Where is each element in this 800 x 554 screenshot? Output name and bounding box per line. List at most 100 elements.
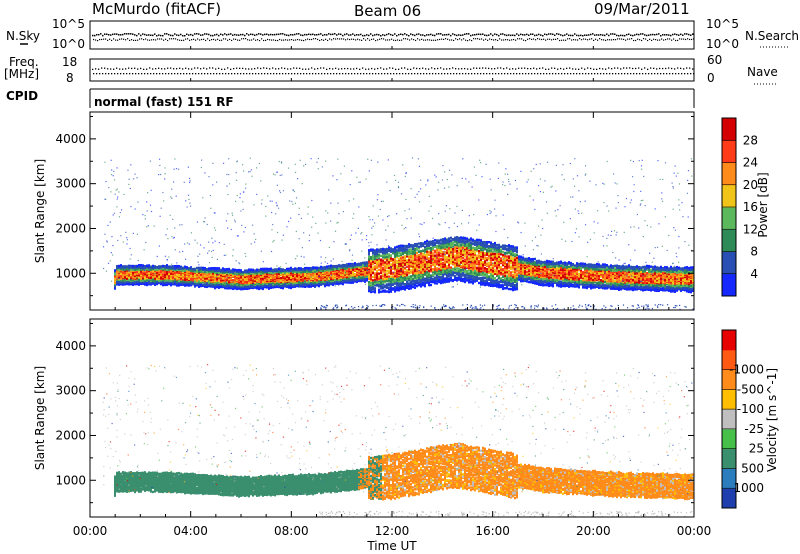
data-cell: [194, 279, 196, 282]
data-cell: [274, 285, 276, 289]
noise-sky-point: [556, 33, 558, 35]
data-cell: [182, 273, 184, 277]
noise-sky-point: [218, 34, 220, 37]
data-cell: [302, 267, 304, 271]
noise-search-point: [647, 39, 649, 42]
noise-search-point: [337, 38, 339, 40]
noise-search-point: [687, 38, 689, 40]
nave-point: [456, 73, 458, 75]
data-cell: [214, 284, 216, 287]
noise-search-point: [179, 39, 181, 41]
freq-point: [398, 68, 400, 70]
noise-sky-point: [672, 33, 674, 36]
freq-point: [416, 67, 418, 70]
noise-search-point: [227, 39, 229, 41]
freq-point: [503, 68, 505, 70]
freq-point: [248, 68, 250, 70]
data-cell: [122, 267, 124, 271]
noise-sky-point: [236, 34, 238, 36]
data-cell: [142, 276, 144, 280]
noise-sky-point: [130, 33, 132, 35]
nave-point: [378, 73, 380, 75]
freq-point: [566, 67, 568, 70]
noise-sky-point: [246, 33, 248, 35]
noise-sky-point: [318, 33, 320, 36]
data-cell: [362, 261, 364, 265]
nave-point: [489, 73, 491, 75]
data-cell: [282, 268, 284, 271]
data-cell: [246, 278, 248, 282]
noise-search-point: [97, 39, 99, 42]
freq-point: [284, 67, 286, 70]
data-cell: [194, 271, 196, 275]
freq-point: [296, 67, 298, 69]
data-cell: [210, 281, 212, 285]
data-cell: [318, 270, 320, 274]
nave-point: [330, 73, 332, 75]
freq-point: [353, 68, 355, 70]
noise-search-point: [417, 38, 419, 40]
noise-sky-point: [334, 33, 336, 35]
noise-search-point: [611, 39, 613, 41]
nave-point: [105, 73, 107, 75]
data-cell: [130, 265, 132, 269]
data-cell: [252, 270, 254, 273]
data-cell: [314, 275, 316, 278]
noise-search-point: [181, 39, 183, 42]
data-cell: [198, 283, 200, 286]
freq-point: [164, 68, 166, 70]
noise-sky-point: [534, 34, 536, 37]
nave-point: [537, 73, 539, 75]
noise-search-point: [571, 39, 573, 41]
data-cell: [368, 260, 370, 263]
data-cell: [288, 285, 290, 288]
data-cell: [226, 268, 228, 271]
data-cell: [250, 270, 252, 273]
noise-search-label: N.Search: [745, 29, 799, 43]
noise-search-point: [257, 39, 259, 41]
noise-sky-point: [184, 34, 186, 37]
data-cell: [306, 280, 308, 284]
noise-sky-point: [342, 34, 344, 37]
data-cell: [230, 285, 232, 288]
noise-search-point: [397, 39, 399, 41]
data-cell: [132, 266, 134, 270]
noise-search-point: [389, 39, 391, 41]
noise-search-point: [473, 38, 475, 40]
data-cell: [208, 267, 210, 270]
data-cell: [116, 274, 118, 277]
data-cell: [334, 269, 336, 273]
nave-point: [435, 73, 437, 75]
data-cell: [256, 271, 258, 274]
noise-sky-point: [114, 33, 116, 35]
data-cell: [204, 270, 206, 274]
data-cell: [274, 272, 276, 275]
noise-sky-point: [308, 33, 310, 36]
noise-search-point: [597, 39, 599, 41]
noise-search-point: [173, 38, 175, 40]
data-cell: [206, 267, 208, 271]
freq-point: [659, 67, 661, 70]
data-cell: [164, 276, 166, 280]
noise-search-point: [307, 38, 309, 40]
noise-sky-point: [490, 33, 492, 35]
noise-search-point: [553, 38, 555, 40]
noise-search-point: [607, 39, 609, 41]
cpid-label: CPID: [6, 89, 38, 103]
data-cell: [204, 276, 206, 280]
data-cell: [164, 281, 166, 284]
nave-point: [639, 73, 641, 75]
noise-sky-point: [460, 34, 462, 37]
noise-search-point: [107, 39, 109, 41]
noise-sky-point: [372, 34, 374, 37]
data-cell: [320, 267, 322, 271]
data-cell: [270, 267, 272, 270]
data-cell: [216, 267, 218, 270]
noise-sky-point: [628, 33, 630, 35]
noise-search-point: [615, 39, 617, 41]
noise-search-point: [125, 39, 127, 41]
data-cell: [196, 283, 198, 287]
nave-point: [198, 73, 200, 75]
noise-search-point: [445, 38, 447, 40]
noise-search-point: [547, 38, 549, 40]
